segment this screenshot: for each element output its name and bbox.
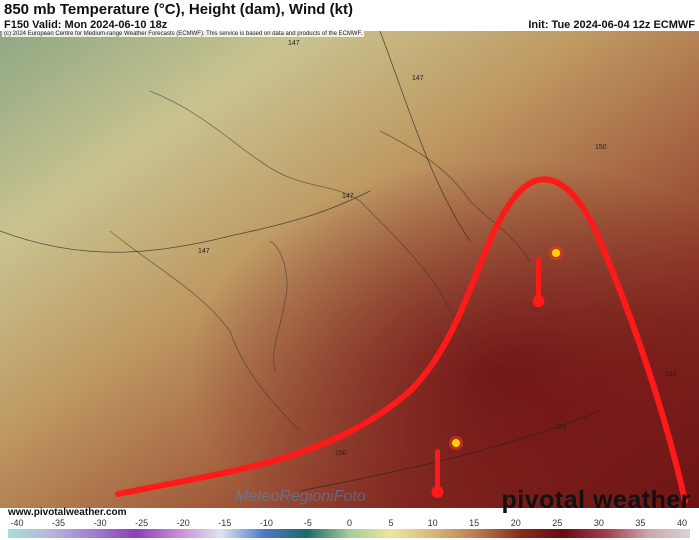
sun-icon <box>449 436 463 450</box>
colorbar-tick-label: 25 <box>552 518 563 528</box>
colorbar-tick-label: -40 <box>10 518 24 528</box>
colorbar-tick-label: 15 <box>469 518 480 528</box>
colorbar-tick-label: 0 <box>346 518 353 528</box>
thermometer-icon <box>532 257 545 307</box>
colorbar-tick-label: 10 <box>427 518 438 528</box>
copyright-notice: (c) 2024 European Centre for Medium-rang… <box>2 31 365 37</box>
colorbar-tick-label: 35 <box>635 518 646 528</box>
contour-label: 150 <box>595 144 607 151</box>
colorbar-tick-label: -20 <box>176 518 190 528</box>
colorbar-tick-label: -35 <box>52 518 66 528</box>
colorbar-tick-label: 40 <box>676 518 688 528</box>
contour-label: 153 <box>555 424 567 431</box>
colorbar-tick-label: -30 <box>93 518 107 528</box>
contour-label: 147 <box>342 193 354 200</box>
heat-dome-curve <box>115 176 688 504</box>
contour-label: 150 <box>335 450 347 457</box>
sun-icon <box>549 246 563 260</box>
contour-label: 153 <box>665 371 677 378</box>
contour-label: 147 <box>288 40 300 47</box>
colorbar-tick-label: 20 <box>510 518 521 528</box>
brand-logo: pivotal weather <box>501 486 691 514</box>
valid-time: F150 Valid: Mon 2024-06-10 18z <box>4 19 168 31</box>
heat-core <box>0 31 699 508</box>
temperature-colorbar <box>8 529 690 538</box>
colorbar-tick-label: -10 <box>259 518 273 528</box>
colorbar-labels: -40 -35 -30 -25 -20 -15 -10 -5 0 5 10 15 20 25 30 35 40 <box>0 518 699 528</box>
init-time: Init: Tue 2024-06-04 12z ECMWF <box>528 19 695 31</box>
colorbar-tick-label: -5 <box>303 518 312 528</box>
map-title: 850 mb Temperature (°C), Height (dam), W… <box>4 1 353 18</box>
colorbar-tick-label: -15 <box>218 518 232 528</box>
contour-label: 147 <box>412 75 424 82</box>
contour-label: 147 <box>198 248 210 255</box>
thermometer-icon <box>431 449 444 498</box>
weather-map: 147 147 147 147 150 150 153 153 MeteoReg… <box>0 31 699 508</box>
height-contours <box>0 31 601 492</box>
website-url: www.pivotalweather.com <box>8 507 127 518</box>
watermark-logo: MeteoRegioniFoto <box>235 488 366 505</box>
colorbar-tick-label: 30 <box>593 518 604 528</box>
colorbar-tick-label: -25 <box>135 518 149 528</box>
colorbar-tick-label: 5 <box>388 518 394 528</box>
